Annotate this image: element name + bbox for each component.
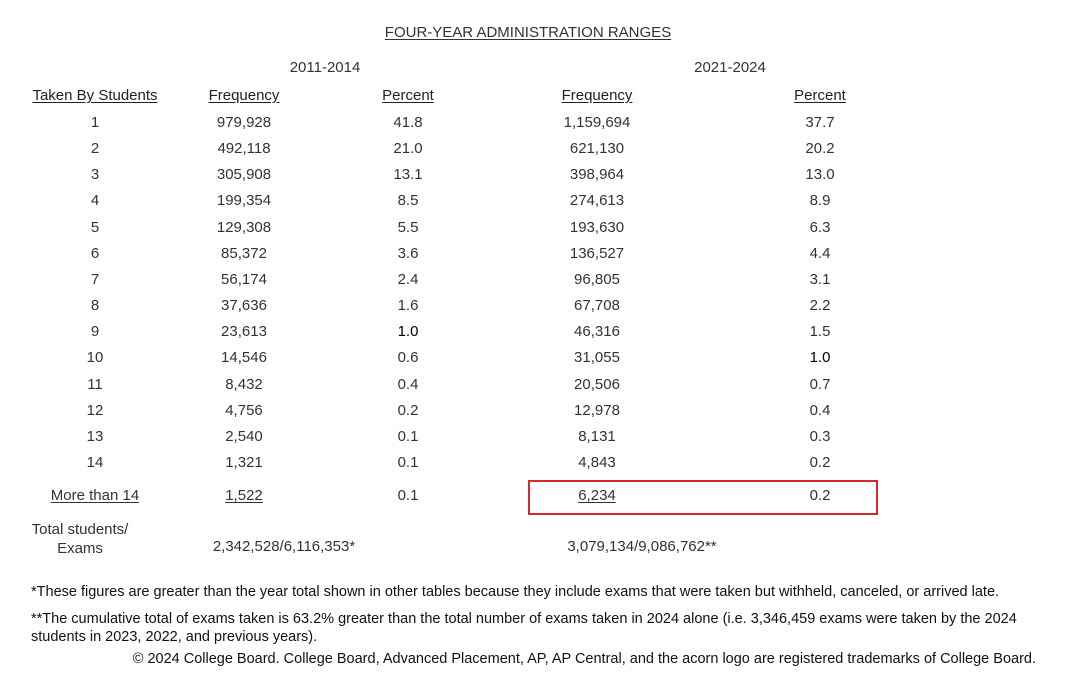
copyright-notice: © 2024 College Board. College Board, Adv… bbox=[132, 651, 1036, 667]
table-cell-pct-a: 0.1 bbox=[397, 428, 419, 445]
table-cell-freq-a: 85,372 bbox=[221, 245, 267, 262]
table-cell-freq-a: 56,174 bbox=[221, 271, 267, 288]
table-cell-pct-a: 8.5 bbox=[397, 192, 419, 209]
column-header-percent-2021: Percent bbox=[794, 87, 846, 104]
column-header-frequency-2021: Frequency bbox=[561, 87, 633, 104]
table-cell-pct-a: 3.6 bbox=[397, 245, 419, 262]
table-cell-freq-b: 621,130 bbox=[569, 140, 625, 157]
table-cell-freq-a: 979,928 bbox=[216, 114, 272, 131]
table-cell-freq-b: 67,708 bbox=[574, 297, 620, 314]
table-cell-pct-b: 0.2 bbox=[809, 454, 831, 471]
table-cell-freq-a: 1,321 bbox=[225, 454, 263, 471]
column-header-percent-2011: Percent bbox=[382, 87, 434, 104]
table-cell-pct-b: 2.2 bbox=[809, 297, 831, 314]
table-cell-n: 10 bbox=[86, 349, 104, 366]
table-cell-n: 4 bbox=[90, 192, 100, 209]
table-cell-pct-b: 1.5 bbox=[809, 323, 831, 340]
total-2011-2014: 2,342,528/6,116,353* bbox=[212, 538, 356, 555]
table-cell-n: 12 bbox=[86, 402, 104, 419]
table-cell-pct-b: 8.9 bbox=[809, 192, 831, 209]
table-title: FOUR-YEAR ADMINISTRATION RANGES bbox=[384, 24, 672, 41]
table-cell-freq-b: 1,159,694 bbox=[563, 114, 631, 131]
highlight-box bbox=[528, 480, 878, 515]
column-header-taken-by-students: Taken By Students bbox=[32, 87, 158, 104]
table-cell-pct-b: 4.4 bbox=[809, 245, 831, 262]
table-cell-freq-b: 4,843 bbox=[578, 454, 616, 471]
table-cell-freq-b: 96,805 bbox=[574, 271, 620, 288]
table-cell-freq-a: 8,432 bbox=[225, 376, 263, 393]
table-cell-freq-a: 37,636 bbox=[221, 297, 267, 314]
total-students-exams-label: Total students/ Exams bbox=[31, 521, 129, 557]
table-cell-n: 8 bbox=[90, 297, 100, 314]
table-cell-n: 3 bbox=[90, 166, 100, 183]
more-than-14-label[interactable]: More than 14 bbox=[50, 487, 140, 504]
table-cell-pct-a: 0.4 bbox=[397, 376, 419, 393]
table-cell-freq-b: 8,131 bbox=[578, 428, 616, 445]
table-cell-pct-a: 1.6 bbox=[397, 297, 419, 314]
table-cell-freq-b: 398,964 bbox=[569, 166, 625, 183]
table-cell-pct-b: 37.7 bbox=[805, 114, 835, 131]
table-cell-n: 7 bbox=[90, 271, 100, 288]
table-cell-freq-a: 129,308 bbox=[216, 219, 272, 236]
table-cell-pct-a: 2.4 bbox=[397, 271, 419, 288]
table-cell-freq-b: 136,527 bbox=[569, 245, 625, 262]
table-cell-freq-b: 31,055 bbox=[574, 349, 620, 366]
table-cell-n: 11 bbox=[87, 376, 103, 393]
table-cell-freq-a: 199,354 bbox=[216, 192, 272, 209]
table-cell-n: 14 bbox=[86, 454, 104, 471]
table-cell-freq-a: 305,908 bbox=[216, 166, 272, 183]
table-cell-pct-b: 0.7 bbox=[809, 376, 831, 393]
table-cell-freq-b: 193,630 bbox=[569, 219, 625, 236]
table-cell-freq-a: 2,540 bbox=[225, 428, 263, 445]
table-cell-pct-a: 13.1 bbox=[393, 166, 423, 183]
table-cell-pct-a: 0.2 bbox=[397, 402, 419, 419]
table-cell-pct-a: 0.6 bbox=[397, 349, 419, 366]
table-cell-n: 13 bbox=[86, 428, 104, 445]
table-cell-pct-a: 0.1 bbox=[397, 454, 419, 471]
table-cell-pct-b: 1.0 bbox=[809, 349, 831, 366]
table-cell-freq-a: 4,756 bbox=[225, 402, 263, 419]
more-than-14-frequency-2021[interactable]: 6,234 bbox=[578, 487, 616, 504]
table-cell-pct-a: 41.8 bbox=[393, 114, 423, 131]
table-cell-freq-a: 492,118 bbox=[217, 140, 271, 157]
table-cell-n: 1 bbox=[90, 114, 100, 131]
table-cell-n: 5 bbox=[90, 219, 100, 236]
table-cell-pct-a: 5.5 bbox=[397, 219, 419, 236]
table-cell-pct-b: 3.1 bbox=[809, 271, 831, 288]
table-cell-freq-b: 46,316 bbox=[574, 323, 620, 340]
table-cell-n: 6 bbox=[90, 245, 100, 262]
table-cell-pct-b: 6.3 bbox=[809, 219, 831, 236]
table-cell-freq-b: 12,978 bbox=[574, 402, 620, 419]
table-cell-pct-b: 20.2 bbox=[805, 140, 835, 157]
table-cell-pct-b: 0.4 bbox=[809, 402, 831, 419]
period-heading-2011-2014: 2011-2014 bbox=[289, 59, 361, 76]
table-cell-freq-b: 20,506 bbox=[574, 376, 620, 393]
total-2021-2024: 3,079,134/9,086,762** bbox=[567, 538, 717, 555]
column-header-frequency-2011: Frequency bbox=[208, 87, 280, 104]
table-cell-pct-a: 21.0 bbox=[393, 140, 423, 157]
table-cell-freq-a: 23,613 bbox=[221, 323, 267, 340]
more-than-14-percent-2021: 0.2 bbox=[809, 487, 831, 504]
more-than-14-frequency-2011[interactable]: 1,522 bbox=[225, 487, 263, 504]
table-cell-freq-b: 274,613 bbox=[569, 192, 625, 209]
footnote-single-asterisk: *These figures are greater than the year… bbox=[31, 584, 1000, 600]
table-cell-pct-b: 0.3 bbox=[809, 428, 831, 445]
more-than-14-percent-2011: 0.1 bbox=[397, 487, 419, 504]
table-cell-n: 2 bbox=[90, 140, 100, 157]
table-cell-n: 9 bbox=[90, 323, 100, 340]
footnote-double-asterisk: **The cumulative total of exams taken is… bbox=[31, 611, 1017, 645]
table-cell-pct-b: 13.0 bbox=[805, 166, 835, 183]
table-cell-freq-a: 14,546 bbox=[221, 349, 267, 366]
period-heading-2021-2024: 2021-2024 bbox=[694, 59, 766, 76]
table-cell-pct-a: 1.0 bbox=[397, 323, 419, 340]
